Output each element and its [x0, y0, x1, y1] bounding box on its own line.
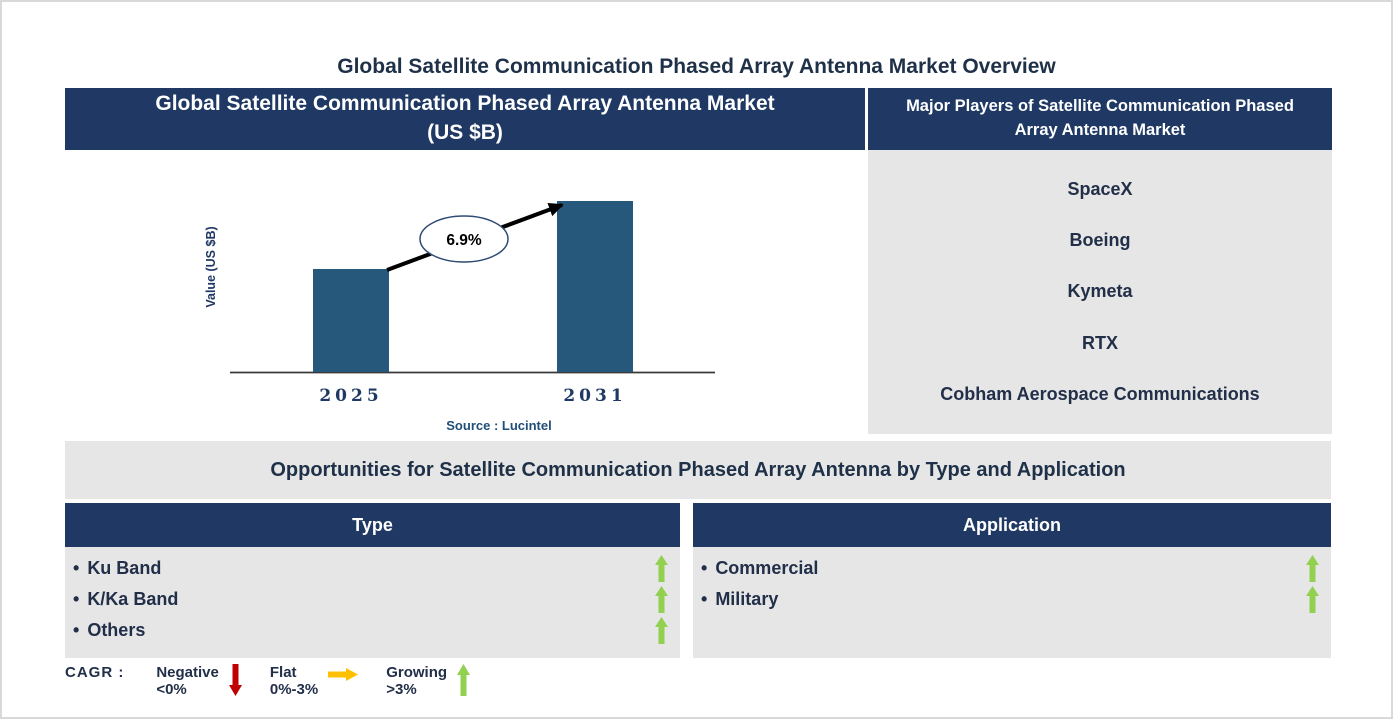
table-row: • K/Ka Band [65, 584, 680, 615]
legend-label: Growing [386, 664, 448, 681]
market-chart-panel: Value (US $B) 6.9% 2025 2031 Source : Lu… [65, 150, 865, 439]
application-table-header: Application [693, 503, 1331, 547]
source-note: Source : Lucintel [446, 418, 551, 433]
type-item-label: Ku Band [87, 558, 162, 578]
type-table-body: • Ku Band • K/Ka Band • Othe [65, 547, 680, 658]
application-table: Application • Commercial • Military [693, 503, 1331, 658]
legend-range: >3% [386, 681, 417, 698]
table-row: • Ku Band [65, 553, 680, 584]
company-name: RTX [1082, 332, 1118, 353]
legend-entry-growing: Growing >3% [386, 664, 471, 698]
x-tick-2031: 2031 [563, 386, 626, 406]
application-item-label: Commercial [715, 558, 819, 578]
legend-label: Flat [269, 664, 297, 681]
type-table-header: Type [65, 503, 680, 547]
legend-label: Negative [156, 664, 219, 681]
y-axis-label: Value (US $B) [204, 226, 218, 307]
legend-range: 0%-3% [269, 681, 319, 698]
table-row: • Military [693, 584, 1331, 615]
bullet: • [701, 558, 708, 578]
bar-2025 [313, 269, 389, 372]
application-item-label: Military [715, 589, 779, 609]
major-players-header-text: Major Players of Satellite Communication… [906, 97, 1294, 139]
growing-up-arrow-icon [655, 617, 668, 644]
cagr-legend: CAGR : Negative <0% Flat 0%-3% Gro [65, 664, 471, 698]
market-chart-header-text: Global Satellite Communication Phased Ar… [155, 92, 775, 144]
type-item-label: K/Ka Band [87, 589, 179, 609]
page-title: Global Satellite Communication Phased Ar… [337, 55, 1056, 78]
bullet: • [73, 558, 80, 578]
opportunities-title: Opportunities for Satellite Communicatio… [270, 458, 1126, 481]
bullet: • [73, 620, 80, 640]
flat-right-arrow-icon [328, 668, 359, 681]
company-name: SpaceX [1067, 179, 1133, 200]
cagr-legend-title: CAGR : [65, 664, 125, 681]
bar-2031 [557, 201, 633, 372]
market-chart-header: Global Satellite Communication Phased Ar… [65, 88, 865, 150]
market-bar-chart: Value (US $B) 6.9% 2025 2031 Source : Lu… [204, 201, 715, 433]
application-table-body: • Commercial • Military [693, 547, 1331, 658]
company-name: Kymeta [1067, 281, 1133, 302]
table-row: • Others [65, 615, 680, 646]
bullet: • [701, 589, 708, 609]
growing-up-arrow-icon [1306, 586, 1319, 613]
major-players-header: Major Players of Satellite Communication… [868, 88, 1332, 150]
major-players-list: SpaceX Boeing Kymeta RTX Cobham Aerospac… [868, 150, 1332, 434]
cagr-value: 6.9% [446, 232, 482, 249]
growing-up-arrow-icon [655, 586, 668, 613]
company-name: Boeing [1069, 230, 1131, 251]
x-tick-2025: 2025 [319, 386, 382, 406]
legend-entry-negative: Negative <0% [156, 664, 242, 698]
table-row: • Commercial [693, 553, 1331, 584]
growing-up-arrow-icon [457, 664, 471, 696]
type-item-label: Others [87, 620, 146, 640]
opportunities-banner: Opportunities for Satellite Communicatio… [65, 441, 1331, 499]
bullet: • [73, 589, 80, 609]
company-name: Cobham Aerospace Communications [940, 383, 1260, 404]
cagr-ellipse [419, 215, 509, 263]
type-table: Type • Ku Band • K/Ka Band [65, 503, 680, 658]
growing-up-arrow-icon [1306, 555, 1319, 582]
legend-entry-flat: Flat 0%-3% [269, 664, 359, 698]
negative-down-arrow-icon [228, 664, 242, 696]
legend-range: <0% [156, 681, 187, 698]
growing-up-arrow-icon [655, 555, 668, 582]
